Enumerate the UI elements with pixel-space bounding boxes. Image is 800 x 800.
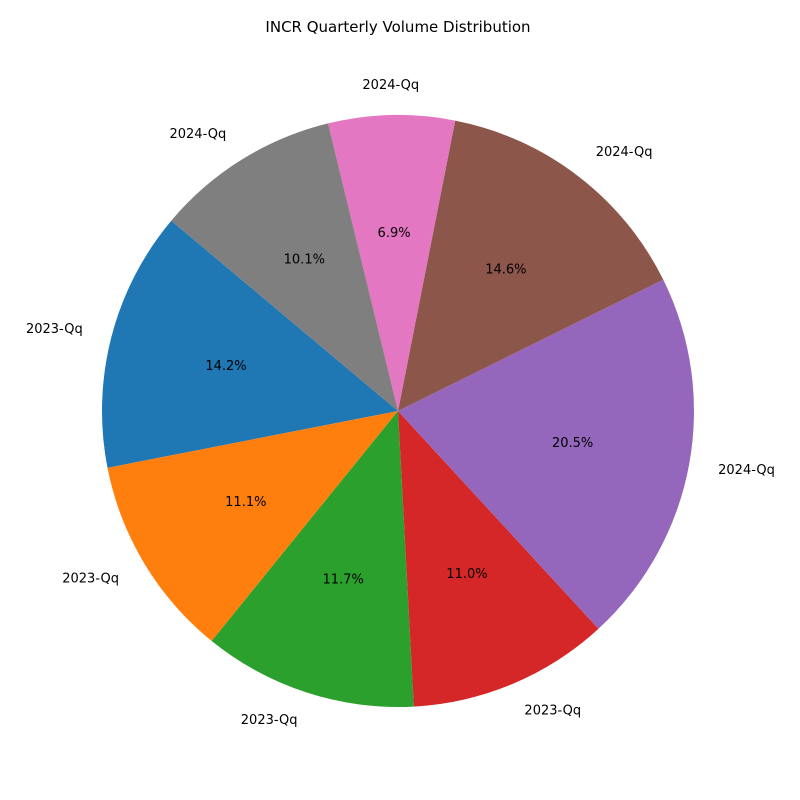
percent-label: 6.9%: [378, 226, 411, 241]
slice-label: 2023-Qq: [241, 713, 298, 728]
percent-label: 20.5%: [552, 436, 593, 451]
percent-label: 11.7%: [323, 572, 364, 587]
slice-label: 2023-Qq: [26, 322, 83, 337]
chart-title: INCR Quarterly Volume Distribution: [265, 18, 530, 36]
slice-label: 2023-Qq: [524, 704, 581, 719]
percent-label: 14.6%: [485, 262, 526, 277]
slice-label: 2023-Qq: [62, 571, 119, 586]
pie-slice: [101, 220, 398, 468]
slice-label: 2024-Qq: [169, 127, 226, 142]
pie-slice: [398, 411, 599, 707]
pie-slice: [328, 115, 456, 412]
pie-slice: [171, 123, 398, 411]
pie-slice: [211, 411, 414, 707]
pie-slice: [107, 411, 398, 641]
percent-label: 11.0%: [446, 567, 487, 582]
pie-slice: [398, 120, 664, 412]
pie-slice: [398, 279, 694, 629]
pie-slices: [101, 115, 694, 707]
percent-label: 10.1%: [284, 253, 325, 268]
percent-label: 14.2%: [205, 359, 246, 374]
slice-label: 2024-Qq: [596, 145, 653, 160]
slice-label: 2024-Qq: [362, 78, 419, 93]
slice-labels: 2023-Qq 2023-Qq 2023-Qq 2023-Qq 2024-Qq 2024-…: [26, 78, 775, 728]
percent-label: 11.1%: [225, 495, 266, 510]
percent-labels: 14.2% 11.1% 11.7% 11.0% 20.5% 14.6% 6.9% 10.1%: [205, 226, 593, 587]
slice-label: 2024-Qq: [718, 463, 775, 478]
